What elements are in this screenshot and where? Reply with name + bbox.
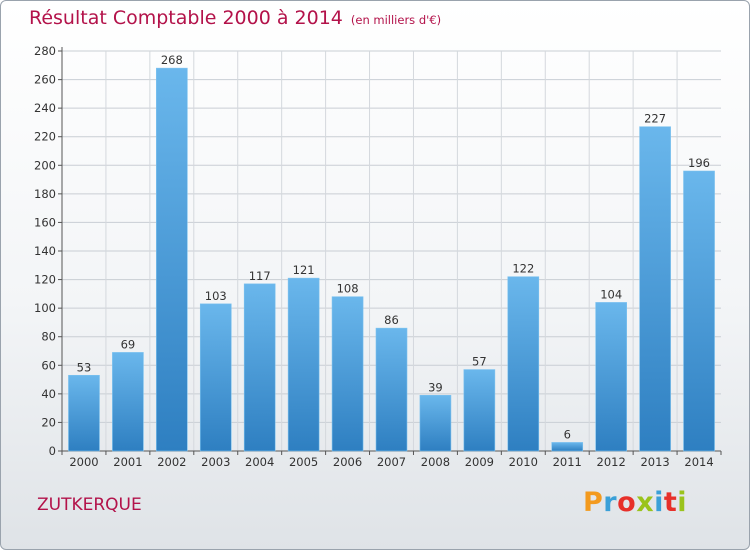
- y-tick-label: 240: [34, 101, 56, 115]
- bar-2000: [68, 374, 100, 452]
- logo-letter: P: [583, 487, 604, 518]
- logo-letter: x: [636, 487, 655, 518]
- data-label-2004: 117: [249, 269, 271, 283]
- data-label-2003: 103: [205, 289, 227, 303]
- y-tick-label: 180: [34, 187, 56, 201]
- y-tick-label: 40: [41, 387, 56, 401]
- bar-2001: [112, 352, 144, 452]
- data-label-2010: 122: [512, 262, 534, 276]
- data-label-2005: 121: [293, 263, 315, 277]
- x-tick-label-2014: 2014: [684, 455, 713, 469]
- x-tick-label-2004: 2004: [245, 455, 274, 469]
- data-label-2006: 108: [337, 282, 359, 296]
- bar-2002: [156, 67, 188, 452]
- y-tick-label: 80: [41, 330, 56, 344]
- y-tick-label: 260: [34, 73, 56, 87]
- bar-2009: [463, 369, 496, 452]
- bar-2013: [639, 126, 671, 452]
- bar-2005: [287, 277, 320, 452]
- x-tick-label-2010: 2010: [509, 455, 538, 469]
- bar-2006: [331, 296, 364, 452]
- data-label-2002: 268: [161, 53, 183, 67]
- bar-2012: [595, 302, 627, 452]
- logo-letter: i: [677, 487, 688, 518]
- y-tick-label: 0: [49, 444, 56, 458]
- data-label-2012: 104: [600, 287, 622, 301]
- data-label-2008: 39: [428, 380, 443, 394]
- logo-letter: o: [617, 487, 637, 518]
- x-tick-label-2006: 2006: [333, 455, 362, 469]
- x-tick-label-2011: 2011: [553, 455, 582, 469]
- data-label-2014: 196: [688, 156, 710, 170]
- x-tick-label-2001: 2001: [113, 455, 142, 469]
- bar-2014: [683, 170, 715, 452]
- y-tick-label: 160: [34, 215, 56, 229]
- bar-2010: [507, 276, 540, 452]
- y-tick-label: 140: [34, 244, 56, 258]
- commune-name: ZUTKERQUE: [37, 495, 142, 515]
- x-tick-label-2013: 2013: [640, 455, 669, 469]
- bar-2004: [243, 283, 276, 452]
- y-tick-label: 100: [34, 301, 56, 315]
- x-tick-label-2009: 2009: [465, 455, 494, 469]
- data-label-2007: 86: [384, 313, 399, 327]
- data-labels: 53 69 268 103 117 121 108 86 39 57 122 6 104 227 196: [77, 53, 710, 441]
- y-tick-label: 60: [41, 358, 56, 372]
- bar-2007: [375, 327, 408, 452]
- x-tick-label-2003: 2003: [201, 455, 230, 469]
- y-tick-label: 120: [34, 273, 56, 287]
- data-label-2011: 6: [564, 427, 571, 441]
- chart-title-text: Résultat Comptable 2000 à 2014: [29, 7, 343, 29]
- x-tick-label-2002: 2002: [157, 455, 186, 469]
- data-label-2000: 53: [77, 360, 92, 374]
- logo-letter: i: [654, 487, 664, 518]
- bar-2011: [551, 442, 584, 452]
- bars: [68, 67, 715, 452]
- data-label-2009: 57: [472, 355, 487, 369]
- x-tick-label-2008: 2008: [421, 455, 450, 469]
- proxiti-logo: Proxiti: [583, 487, 687, 518]
- logo-letter: r: [603, 487, 618, 518]
- y-tick-label: 280: [34, 44, 56, 58]
- y-tick-label: 220: [34, 130, 56, 144]
- chart-subtitle: (en milliers d'€): [350, 13, 442, 27]
- logo-letter: t: [663, 487, 678, 518]
- bar-2008: [419, 394, 452, 452]
- x-tick-label-2012: 2012: [597, 455, 626, 469]
- data-label-2001: 69: [121, 337, 136, 351]
- x-tick-label-2000: 2000: [69, 455, 98, 469]
- x-tick-label-2007: 2007: [377, 455, 406, 469]
- y-tick-label: 20: [41, 415, 56, 429]
- x-tick-label-2005: 2005: [289, 455, 318, 469]
- y-tick-label: 200: [34, 158, 56, 172]
- data-label-2013: 227: [644, 112, 666, 126]
- bar-2003: [199, 303, 232, 452]
- chart-title: Résultat Comptable 2000 à 2014 (en millie…: [29, 7, 441, 29]
